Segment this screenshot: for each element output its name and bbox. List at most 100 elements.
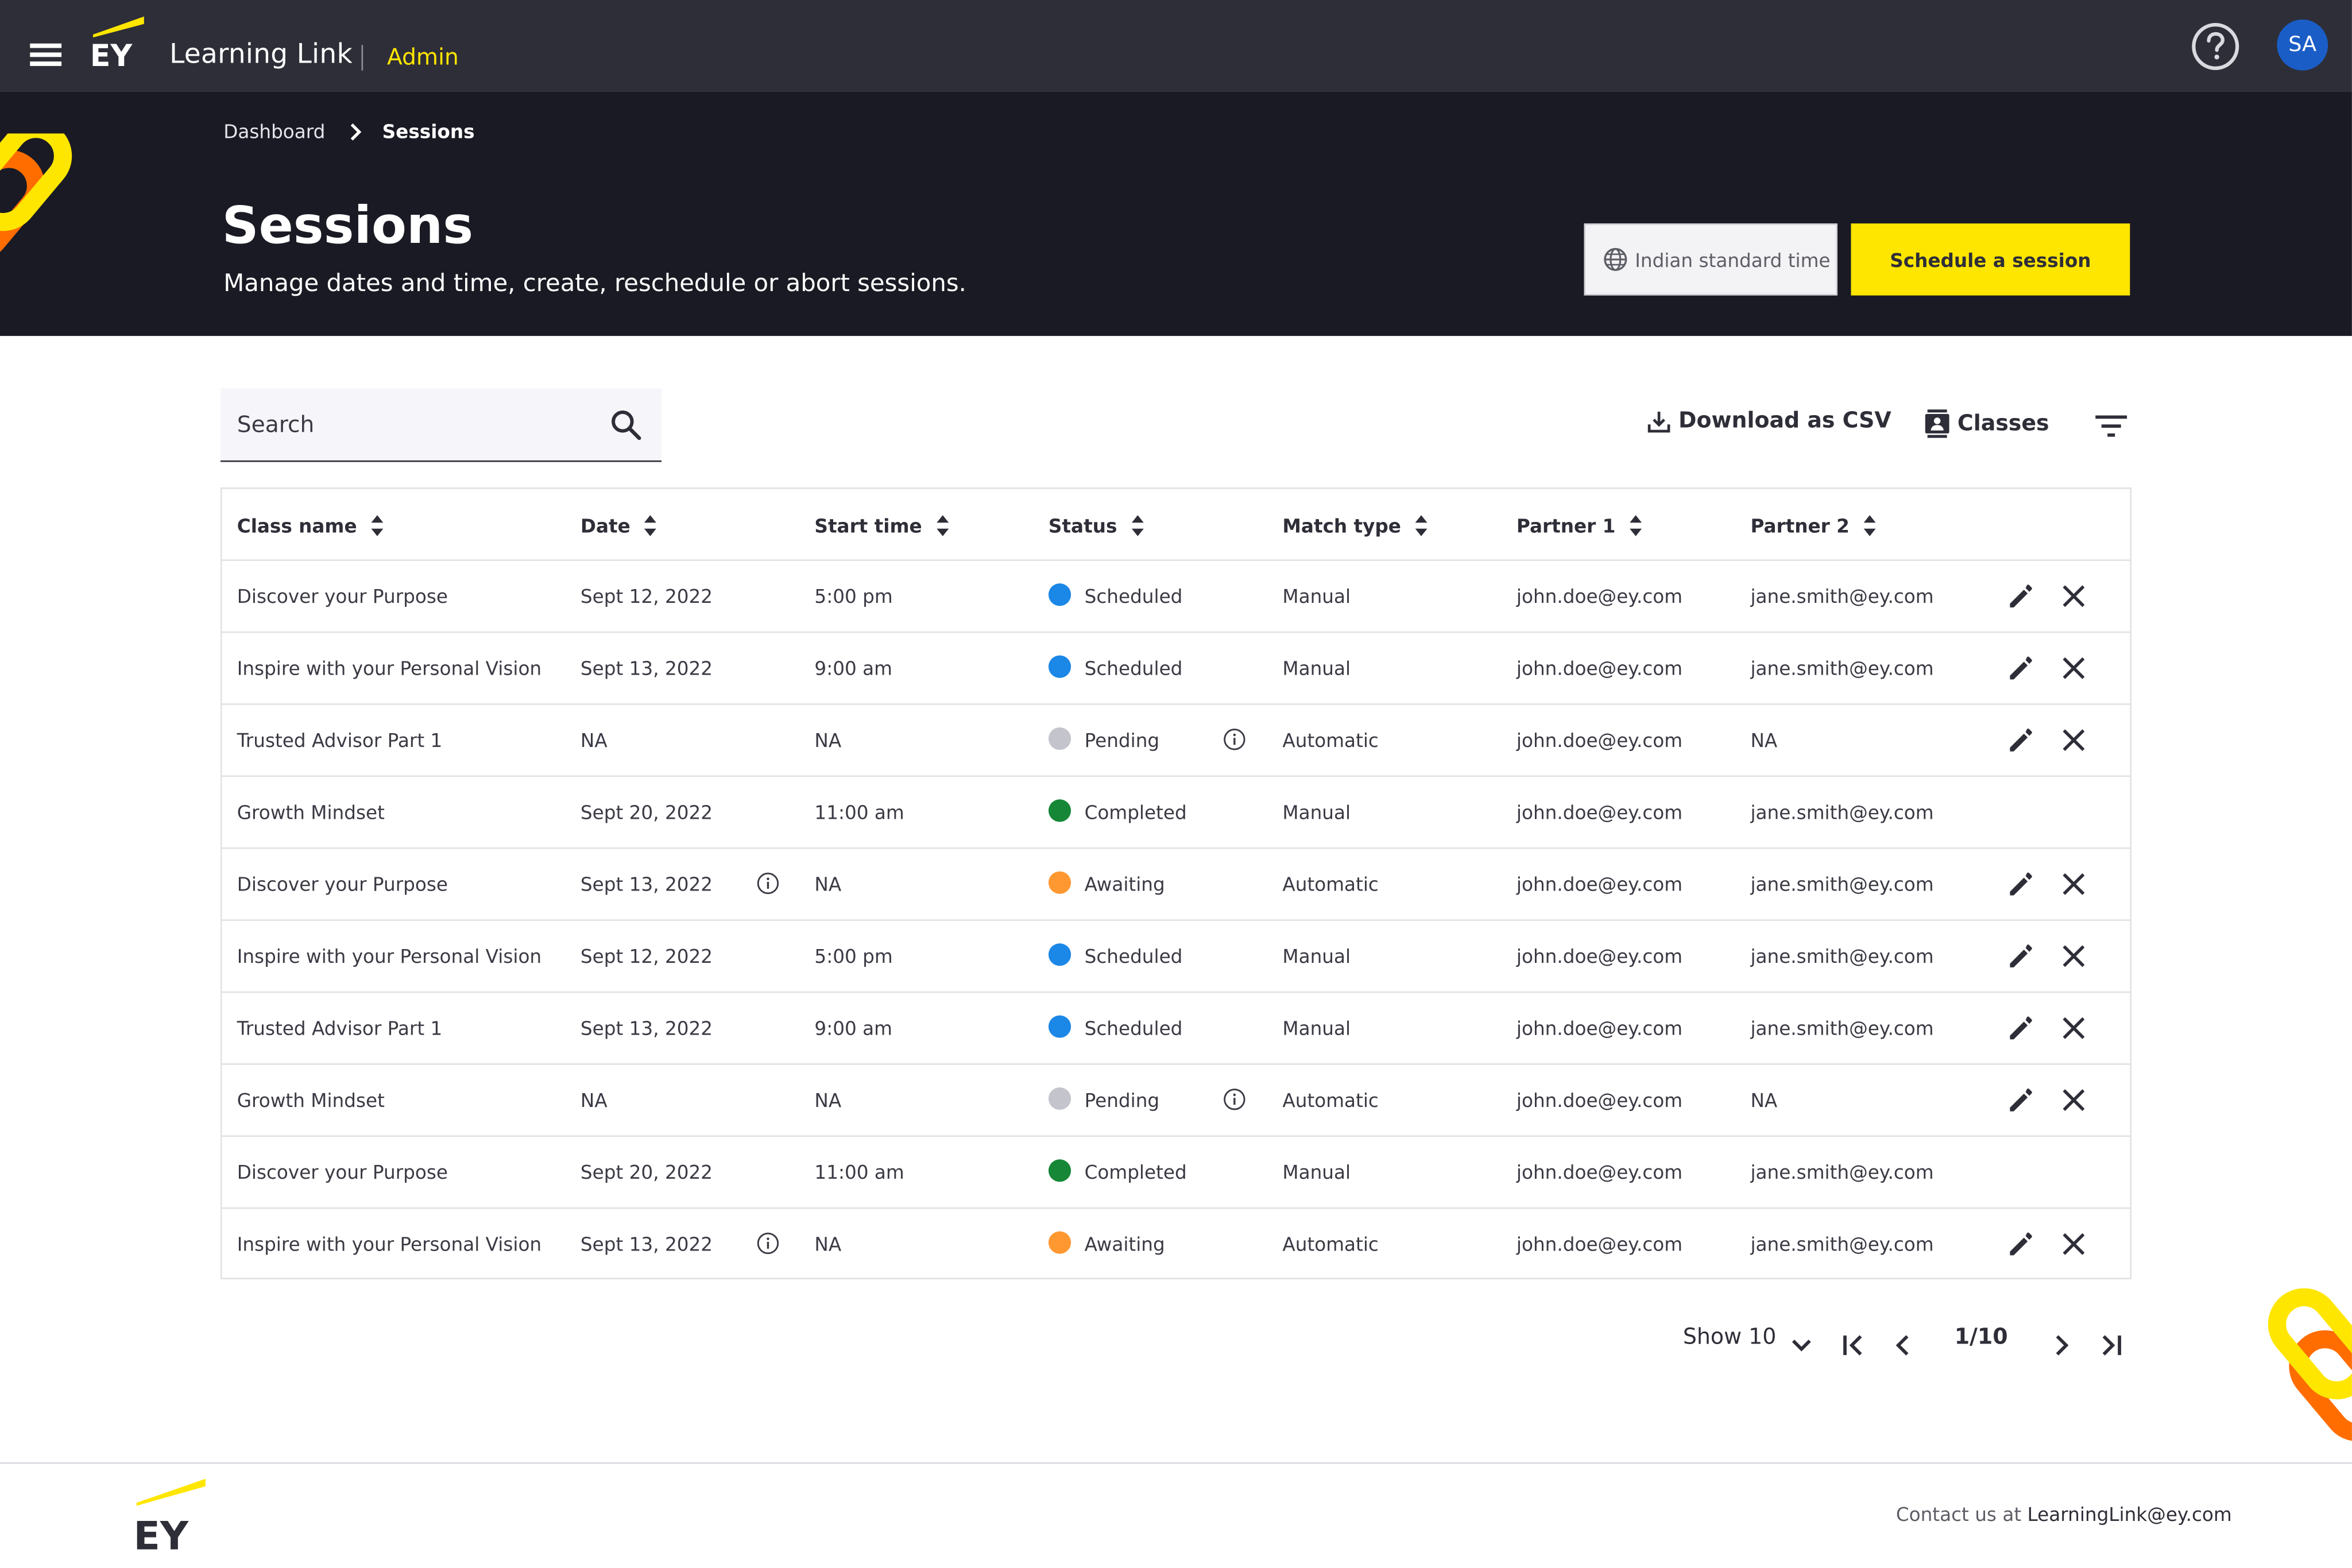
edit-icon[interactable] — [2007, 1230, 2036, 1259]
start-time-cell: NA — [814, 729, 842, 752]
class-name-cell: Inspire with your Personal Vision — [237, 944, 542, 967]
table-row[interactable]: Inspire with your Personal Vision Sept 12… — [222, 921, 2130, 993]
table-row[interactable]: Discover your Purpose Sept 20, 2022 11:00 … — [222, 1137, 2130, 1209]
next-page-icon[interactable] — [2048, 1332, 2075, 1359]
column-header-date[interactable]: Date — [581, 514, 657, 537]
start-time-cell: 11:00 am — [814, 1160, 904, 1184]
table-row[interactable]: Trusted Advisor Part 1 NA NA Pending Automat… — [222, 705, 2130, 777]
partner-2-cell: NA — [1750, 1089, 1778, 1112]
table-row[interactable]: Trusted Advisor Part 1 Sept 13, 2022 9:00 … — [222, 993, 2130, 1065]
close-icon[interactable] — [2061, 1087, 2086, 1113]
match-type-cell: Manual — [1282, 800, 1351, 824]
sort-icon[interactable] — [1414, 514, 1428, 537]
footer-divider — [0, 1462, 2352, 1464]
match-type-cell: Automatic — [1282, 1233, 1379, 1256]
match-type-cell: Manual — [1282, 584, 1351, 607]
breadcrumb-dashboard[interactable]: Dashboard — [223, 119, 326, 143]
status-cell: Completed — [1084, 1160, 1187, 1184]
edit-icon[interactable] — [2007, 942, 2036, 970]
close-icon[interactable] — [2061, 1015, 2086, 1040]
info-icon[interactable] — [756, 1232, 780, 1256]
column-header-status[interactable]: Status — [1049, 514, 1144, 537]
date-cell: Sept 20, 2022 — [580, 1160, 713, 1184]
partner-1-cell: john.doe@ey.com — [1516, 873, 1683, 896]
sort-icon[interactable] — [644, 514, 657, 537]
class-name-cell: Trusted Advisor Part 1 — [237, 1017, 443, 1040]
timezone-selector[interactable]: Indian standard time — [1584, 223, 1838, 296]
column-header-start-time[interactable]: Start time — [814, 514, 949, 537]
date-cell: Sept 13, 2022 — [580, 657, 713, 680]
close-icon[interactable] — [2061, 656, 2086, 681]
class-name-cell: Inspire with your Personal Vision — [237, 1233, 542, 1256]
edit-icon[interactable] — [2007, 870, 2036, 899]
search-icon[interactable] — [609, 408, 644, 443]
download-icon — [1647, 412, 1670, 433]
column-header-match-type[interactable]: Match type — [1282, 514, 1428, 537]
start-time-cell: NA — [814, 1089, 842, 1112]
chain-link-decoration — [2268, 1288, 2352, 1442]
edit-icon[interactable] — [2007, 582, 2036, 611]
edit-icon[interactable] — [2007, 654, 2036, 683]
sort-icon[interactable] — [935, 514, 949, 537]
sort-icon[interactable] — [1131, 514, 1144, 537]
edit-icon[interactable] — [2007, 1014, 2036, 1043]
table-row[interactable]: Discover your Purpose Sept 12, 2022 5:00 p… — [222, 561, 2130, 633]
date-cell: Sept 13, 2022 — [580, 1017, 713, 1040]
ey-footer-logo: EY — [133, 1478, 206, 1557]
info-icon[interactable] — [1223, 727, 1247, 752]
info-icon[interactable] — [1223, 1087, 1247, 1112]
match-type-cell: Automatic — [1282, 729, 1379, 752]
table-row[interactable]: Discover your Purpose Sept 13, 2022 NA Awai… — [222, 849, 2130, 921]
search-input[interactable] — [237, 411, 582, 438]
chevron-down-icon[interactable] — [1788, 1332, 1815, 1359]
column-header-class-name[interactable]: Class name — [237, 514, 384, 537]
partner-1-cell: john.doe@ey.com — [1516, 800, 1683, 824]
page-indicator: 1/10 — [1954, 1326, 2008, 1350]
page-header: Dashboard Sessions Sessions Manage dates… — [0, 91, 2352, 336]
class-name-cell: Discover your Purpose — [237, 873, 448, 896]
close-icon[interactable] — [2061, 583, 2086, 609]
date-cell: Sept 13, 2022 — [580, 873, 713, 896]
help-icon[interactable] — [2190, 21, 2241, 72]
first-page-icon[interactable] — [1840, 1332, 1867, 1359]
edit-icon[interactable] — [2007, 1086, 2036, 1114]
date-cell: NA — [580, 1089, 608, 1112]
sort-icon[interactable] — [1629, 514, 1643, 537]
info-icon[interactable] — [756, 872, 780, 896]
partner-2-cell: jane.smith@ey.com — [1750, 800, 1934, 824]
close-icon[interactable] — [2061, 943, 2086, 969]
download-csv-button[interactable]: Download as CSV — [1647, 409, 1891, 433]
filter-icon[interactable] — [2094, 411, 2129, 441]
previous-page-icon[interactable] — [1890, 1332, 1917, 1359]
match-type-cell: Manual — [1282, 1017, 1351, 1040]
match-type-cell: Automatic — [1282, 1089, 1379, 1112]
table-row[interactable]: Inspire with your Personal Vision Sept 13… — [222, 1209, 2130, 1280]
user-avatar[interactable]: SA — [2277, 19, 2328, 71]
close-icon[interactable] — [2061, 1232, 2086, 1257]
page-size-label[interactable]: Show 10 — [1682, 1326, 1777, 1350]
menu-icon[interactable] — [30, 43, 62, 66]
edit-icon[interactable] — [2007, 726, 2036, 754]
column-header-label: Start time — [814, 514, 922, 537]
partner-2-cell: jane.smith@ey.com — [1750, 873, 1934, 896]
table-row[interactable]: Growth Mindset NA NA Pending Automatic john.d… — [222, 1065, 2130, 1137]
table-row[interactable]: Growth Mindset Sept 20, 2022 11:00 am Compl… — [222, 777, 2130, 849]
partner-2-cell: NA — [1750, 729, 1778, 752]
start-time-cell: 11:00 am — [814, 800, 904, 824]
table-row[interactable]: Inspire with your Personal Vision Sept 13… — [222, 633, 2130, 705]
contact-email-link[interactable]: LearningLink@ey.com — [2027, 1503, 2232, 1526]
ey-logo[interactable]: EY — [87, 12, 147, 72]
close-icon[interactable] — [2061, 727, 2086, 753]
status-cell: Pending — [1084, 1089, 1160, 1112]
schedule-session-button[interactable]: Schedule a session — [1851, 223, 2130, 296]
sort-icon[interactable] — [1863, 514, 1877, 537]
column-header-partner-1[interactable]: Partner 1 — [1517, 514, 1642, 537]
column-header-partner-2[interactable]: Partner 2 — [1750, 514, 1876, 537]
status-cell: Scheduled — [1084, 944, 1183, 967]
top-nav-bar: EY Learning Link Admin SA — [0, 0, 2352, 92]
classes-button[interactable]: Classes — [1924, 409, 2049, 438]
close-icon[interactable] — [2061, 872, 2086, 897]
last-page-icon[interactable] — [2097, 1332, 2124, 1359]
download-csv-label: Download as CSV — [1678, 409, 1891, 433]
sort-icon[interactable] — [370, 514, 384, 537]
